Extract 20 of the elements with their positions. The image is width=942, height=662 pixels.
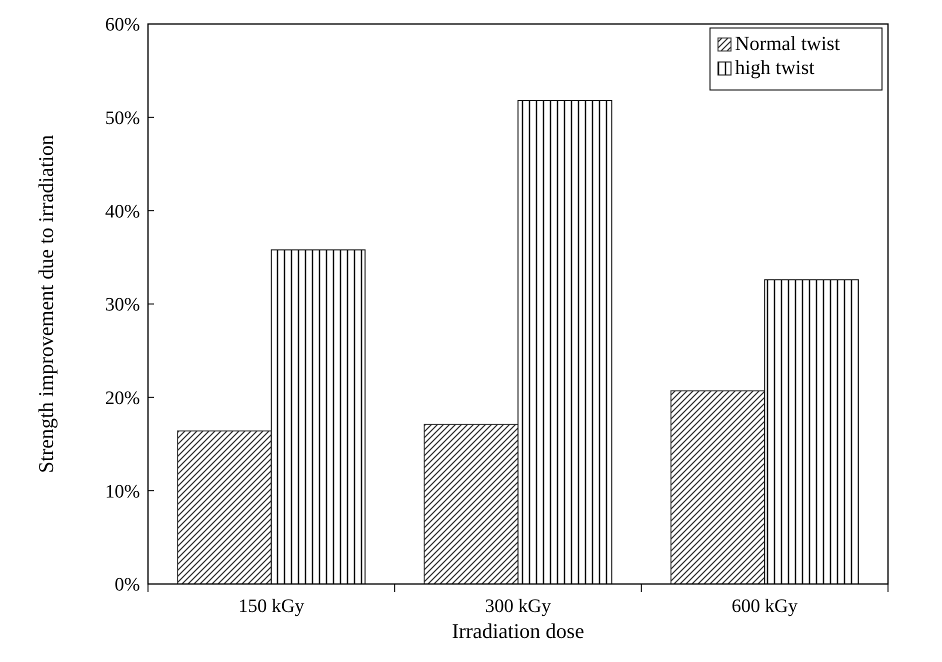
x-tick-label: 300 kGy: [485, 596, 552, 617]
bar: [270, 249, 366, 584]
legend-label: high twist: [735, 57, 815, 79]
y-tick-label: 0%: [114, 574, 140, 596]
x-tick-label: 600 kGy: [732, 596, 798, 617]
bar: [177, 430, 272, 584]
y-tick-label: 60%: [105, 14, 140, 36]
bar: [764, 279, 859, 584]
y-tick-label: 20%: [105, 388, 140, 409]
legend-label: Normal twist: [735, 33, 840, 55]
y-tick-label: 30%: [105, 294, 140, 316]
x-tick-label: 150 kGy: [238, 596, 305, 617]
bar: [424, 424, 518, 584]
y-tick-label: 40%: [105, 201, 140, 222]
bar: [670, 390, 766, 584]
bar: [518, 100, 612, 584]
y-tick-label: 10%: [105, 481, 140, 502]
y-tick-label: 50%: [105, 108, 140, 129]
y-axis-title: Strength improvement due to irradiation: [34, 134, 58, 474]
x-axis-title: Irradiation dose: [452, 619, 584, 643]
